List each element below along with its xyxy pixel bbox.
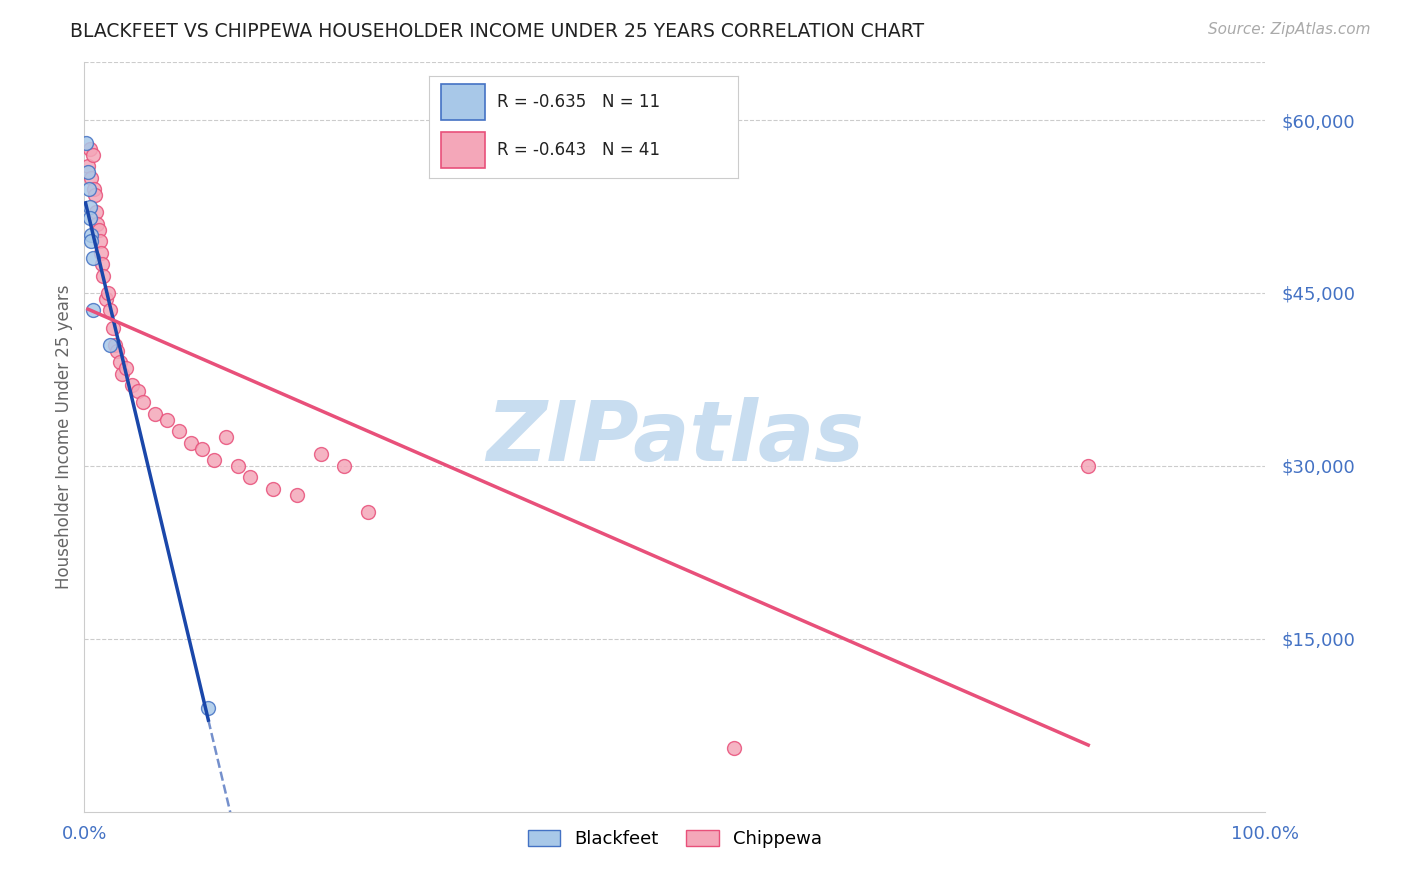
Point <box>333 458 356 473</box>
Point <box>226 458 249 473</box>
Text: R = -0.635   N = 11: R = -0.635 N = 11 <box>496 93 659 111</box>
Point <box>202 453 225 467</box>
Point <box>107 343 129 358</box>
Point <box>121 378 143 392</box>
Point <box>82 252 104 266</box>
Text: ZIPatlas: ZIPatlas <box>486 397 863 477</box>
Y-axis label: Householder Income Under 25 years: Householder Income Under 25 years <box>55 285 73 590</box>
Point <box>79 142 101 156</box>
Point <box>104 338 127 352</box>
Point <box>77 182 100 196</box>
Point <box>84 188 107 202</box>
Point <box>723 741 745 756</box>
Point <box>197 701 219 715</box>
Point <box>80 170 103 185</box>
Point <box>80 234 103 248</box>
Legend: Blackfeet, Chippewa: Blackfeet, Chippewa <box>520 822 830 855</box>
Point <box>79 200 101 214</box>
FancyBboxPatch shape <box>441 84 485 120</box>
Point <box>77 159 100 173</box>
Point <box>309 447 332 461</box>
FancyBboxPatch shape <box>441 132 485 168</box>
Point <box>87 222 110 236</box>
Point <box>82 147 104 161</box>
Point <box>114 360 136 375</box>
Point <box>111 367 134 381</box>
Point <box>77 165 100 179</box>
Point <box>180 435 202 450</box>
Point <box>1077 458 1099 473</box>
Point <box>97 285 120 300</box>
Point <box>156 413 179 427</box>
Point <box>143 407 166 421</box>
Point <box>101 320 124 334</box>
Point <box>84 205 107 219</box>
Point <box>75 136 97 150</box>
Text: BLACKFEET VS CHIPPEWA HOUSEHOLDER INCOME UNDER 25 YEARS CORRELATION CHART: BLACKFEET VS CHIPPEWA HOUSEHOLDER INCOME… <box>70 22 924 41</box>
Point <box>89 234 111 248</box>
Point <box>86 217 108 231</box>
Text: R = -0.643   N = 41: R = -0.643 N = 41 <box>496 141 659 159</box>
Point <box>215 430 238 444</box>
Point <box>91 268 114 283</box>
Point <box>239 470 262 484</box>
Point <box>98 303 121 318</box>
Point <box>127 384 149 398</box>
Point <box>98 338 121 352</box>
Point <box>191 442 214 456</box>
Point <box>285 488 308 502</box>
Point <box>90 245 112 260</box>
Point <box>91 257 114 271</box>
Point <box>108 355 131 369</box>
Point <box>83 182 105 196</box>
Point <box>79 211 101 225</box>
Point <box>132 395 155 409</box>
Point <box>82 303 104 318</box>
Point <box>94 292 117 306</box>
Text: Source: ZipAtlas.com: Source: ZipAtlas.com <box>1208 22 1371 37</box>
Point <box>357 505 380 519</box>
Point <box>167 425 190 439</box>
Point <box>80 228 103 243</box>
Point <box>262 482 284 496</box>
